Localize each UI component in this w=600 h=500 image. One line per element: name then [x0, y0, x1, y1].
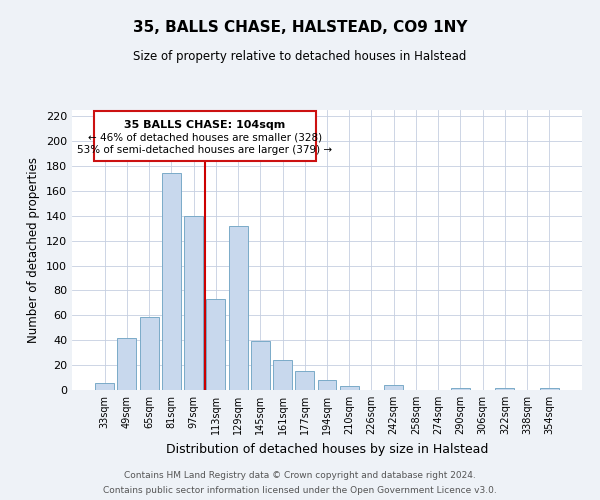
- X-axis label: Distribution of detached houses by size in Halstead: Distribution of detached houses by size …: [166, 442, 488, 456]
- Bar: [140, 316, 158, 390]
- Text: 53% of semi-detached houses are larger (379) →: 53% of semi-detached houses are larger (…: [77, 145, 332, 155]
- Bar: [162, 174, 181, 390]
- Bar: [273, 360, 292, 390]
- Bar: [118, 338, 136, 390]
- Bar: [206, 299, 225, 390]
- Bar: [229, 226, 248, 390]
- Bar: [317, 380, 337, 390]
- Bar: [95, 382, 114, 390]
- Bar: [496, 388, 514, 390]
- Y-axis label: Number of detached properties: Number of detached properties: [28, 157, 40, 343]
- Text: 35 BALLS CHASE: 104sqm: 35 BALLS CHASE: 104sqm: [124, 120, 286, 130]
- Text: Contains public sector information licensed under the Open Government Licence v3: Contains public sector information licen…: [103, 486, 497, 495]
- Text: 35, BALLS CHASE, HALSTEAD, CO9 1NY: 35, BALLS CHASE, HALSTEAD, CO9 1NY: [133, 20, 467, 35]
- Bar: [295, 372, 314, 390]
- Text: Size of property relative to detached houses in Halstead: Size of property relative to detached ho…: [133, 50, 467, 63]
- FancyBboxPatch shape: [94, 111, 316, 161]
- Bar: [451, 388, 470, 390]
- Bar: [340, 386, 359, 390]
- Bar: [184, 216, 203, 390]
- Bar: [251, 342, 270, 390]
- Text: ← 46% of detached houses are smaller (328): ← 46% of detached houses are smaller (32…: [88, 132, 322, 142]
- Bar: [540, 388, 559, 390]
- Text: Contains HM Land Registry data © Crown copyright and database right 2024.: Contains HM Land Registry data © Crown c…: [124, 471, 476, 480]
- Bar: [384, 385, 403, 390]
